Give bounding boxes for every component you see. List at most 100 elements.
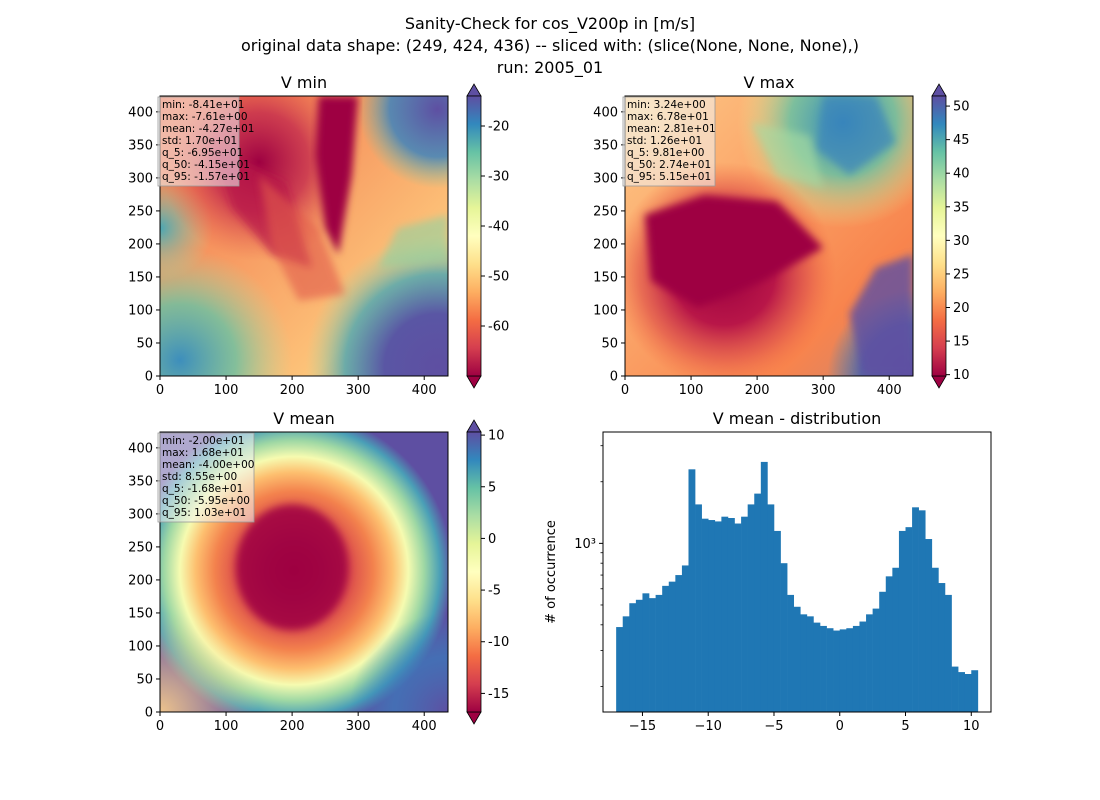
- v-mean-stat-q95: q_95: 1.03e+01: [162, 507, 246, 519]
- histogram-bar: [760, 461, 768, 712]
- colorbar-body: [466, 431, 482, 713]
- histogram-bar: [892, 567, 900, 712]
- x-tick-label: 0: [621, 383, 629, 398]
- y-tick-label: 10³: [574, 537, 596, 552]
- colorbar-tick-label: -50: [488, 270, 509, 285]
- histogram-bar: [925, 539, 933, 712]
- v-max-stat-q5: q_5: 9.81e+00: [627, 147, 704, 159]
- histogram-bar: [859, 621, 867, 712]
- v-min-stat-q95: q_95: -1.57e+01: [162, 171, 250, 183]
- histogram-bar: [885, 576, 893, 712]
- v-mean-stat-min: min: -2.00e+01: [162, 435, 244, 447]
- y-tick-label: 300: [128, 171, 153, 186]
- histogram-bar: [662, 585, 670, 712]
- colorbar-tick-label: 30: [953, 234, 970, 249]
- histogram-bar: [846, 628, 854, 712]
- v-min-colorbar: -20 -30 -40 -50 -60: [466, 83, 509, 389]
- x-tick-label: 0: [156, 719, 164, 734]
- suptitle-line-1: Sanity-Check for cos_V200p in [m/s]: [405, 14, 695, 34]
- v-max-axes: 0 100 200 300 400 0 50 100 150 200 250 300 350 400: [593, 105, 901, 398]
- suptitle-line-3: run: 2005_01: [497, 58, 603, 78]
- histogram-bar: [708, 520, 716, 712]
- colorbar-tick-label: 50: [953, 100, 970, 115]
- colorbar-tick-label: 45: [953, 133, 970, 148]
- histogram-bar: [813, 622, 821, 712]
- x-tick-label: 10: [963, 719, 980, 734]
- v-min-stat-min: min: -8.41e+01: [162, 99, 244, 111]
- y-tick-label: 50: [601, 336, 618, 351]
- histogram-bar: [866, 614, 873, 712]
- colorbar-extend-max: [466, 419, 482, 433]
- v-mean-stat-max: max: 1.68e+01: [162, 447, 244, 459]
- y-tick-label: 400: [128, 105, 153, 120]
- v-min-title: V min: [281, 73, 327, 92]
- y-tick-label: 200: [128, 573, 153, 588]
- v-mean-stat-q50: q_50: -5.95e+00: [162, 495, 250, 507]
- x-tick-label: 400: [412, 383, 437, 398]
- histogram-bar: [695, 504, 702, 712]
- y-tick-label: 150: [593, 270, 618, 285]
- v-mean-statbox: min: -2.00e+01 max: 1.68e+01 mean: -4.00…: [157, 432, 254, 523]
- x-tick-label: 300: [811, 383, 836, 398]
- histogram-bar: [741, 516, 748, 712]
- histogram-bar: [971, 670, 979, 712]
- histogram-bar: [688, 469, 696, 712]
- colorbar-tick-label: 15: [953, 335, 970, 350]
- colorbar-extend-max: [466, 83, 482, 97]
- x-tick-label: 200: [280, 719, 305, 734]
- histogram-bar: [951, 666, 959, 712]
- y-tick-label: 250: [128, 540, 153, 555]
- colorbar-tick-label: 40: [953, 167, 970, 182]
- histogram-bar: [727, 518, 735, 712]
- y-tick-label: 150: [128, 606, 153, 621]
- colorbar-body: [466, 95, 482, 377]
- v-max-title: V max: [744, 73, 795, 92]
- x-tick-label: 0: [156, 383, 164, 398]
- y-tick-label: 400: [593, 105, 618, 120]
- v-max-stat-mean: mean: 2.81e+01: [627, 123, 716, 135]
- colorbar-extend-min: [931, 375, 947, 389]
- v-mean-stat-q5: q_5: -1.68e+01: [162, 483, 243, 495]
- histogram-bar: [912, 507, 919, 712]
- v-max-statbox: min: 3.24e+00 max: 6.78e+01 mean: 2.81e+…: [622, 96, 716, 187]
- histogram-axes: −15 −10 −5 0 5 10 10³: [574, 445, 980, 734]
- colorbar-extend-min: [466, 711, 482, 725]
- colorbar-extend-min: [466, 375, 482, 389]
- histogram-bar: [905, 527, 913, 712]
- v-min-stat-mean: mean: -4.27e+01: [162, 123, 254, 135]
- y-tick-label: 150: [128, 270, 153, 285]
- x-tick-label: 100: [214, 719, 239, 734]
- v-min-stat-q5: q_5: -6.95e+01: [162, 147, 243, 159]
- y-tick-label: 0: [145, 706, 153, 721]
- histogram-bar: [820, 625, 827, 712]
- histogram-bar: [635, 599, 643, 712]
- histogram-bar: [839, 629, 847, 712]
- y-tick-label: 200: [128, 237, 153, 252]
- histogram-bar: [655, 594, 663, 712]
- colorbar-tick-label: -15: [488, 687, 509, 702]
- x-tick-label: −5: [764, 719, 783, 734]
- histogram-bar: [675, 575, 683, 712]
- x-tick-label: 400: [412, 719, 437, 734]
- histogram-bar: [754, 493, 762, 712]
- histogram-bar: [616, 627, 624, 712]
- y-tick-label: 50: [136, 672, 153, 687]
- colorbar-tick-label: 25: [953, 267, 970, 282]
- histogram-bar: [714, 521, 722, 712]
- y-tick-label: 50: [136, 336, 153, 351]
- histogram-bar: [938, 583, 946, 712]
- panel-v-min: 0 100 200 300 400 0 50 100 150 200 250 300 350 400 V …: [128, 73, 449, 398]
- v-mean-colorbar: 10 5 0 -5 -10 -15: [466, 419, 509, 725]
- histogram-bar: [642, 593, 650, 712]
- v-max-colorbar: 10 15 20 25 30 35 40 45 50: [931, 83, 970, 389]
- y-tick-label: 350: [593, 138, 618, 153]
- histogram-bar: [931, 567, 939, 712]
- panel-v-mean-distribution: −15 −10 −5 0 5 10 10³ V mean - distribution # …: [544, 409, 992, 734]
- panel-v-mean: 0 100 200 300 400 0 50 100 150 200 250 300 350 400 V …: [128, 409, 449, 734]
- histogram-bar: [879, 591, 887, 712]
- y-tick-label: 250: [128, 204, 153, 219]
- histogram-bar: [800, 614, 808, 712]
- histogram-bar: [780, 563, 788, 712]
- y-tick-label: 100: [128, 303, 153, 318]
- histogram-bar: [898, 530, 906, 712]
